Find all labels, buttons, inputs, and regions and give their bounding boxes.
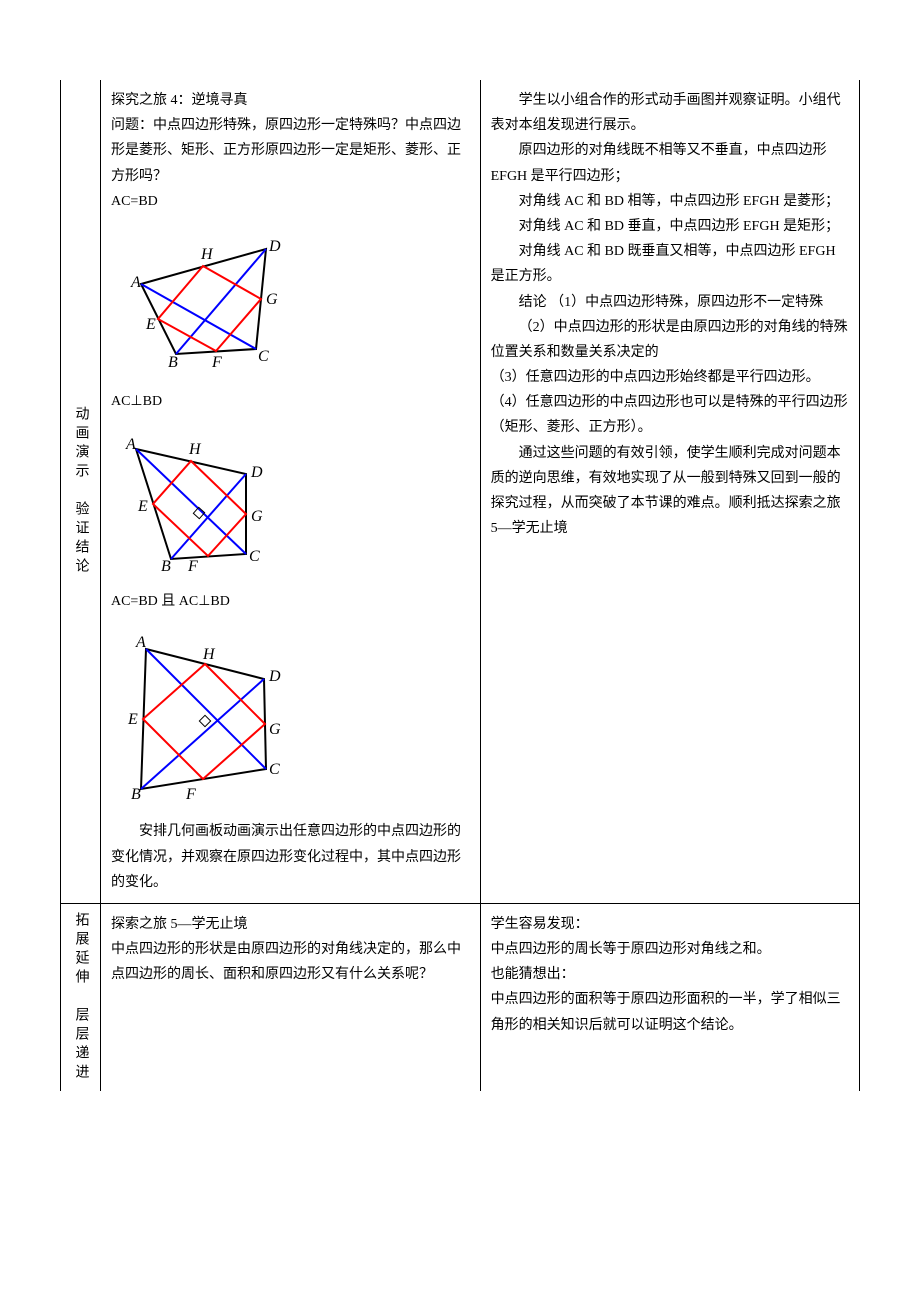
svg-text:E: E xyxy=(137,498,148,515)
svg-text:B: B xyxy=(131,786,141,803)
row1-note-4: 对角线 AC 和 BD 垂直，中点四边形 EFGH 是矩形； xyxy=(491,214,849,239)
diagram-2: A D C B H G F E xyxy=(111,424,470,579)
svg-text:A: A xyxy=(130,274,141,291)
row2-label-cell: 拓展延伸 层层递进 xyxy=(61,903,101,1091)
condition-1: AC=BD xyxy=(111,189,470,214)
row-extension: 拓展延伸 层层递进 探索之旅 5—学无止境 中点四边形的形状是由原四边形的对角线… xyxy=(61,903,860,1091)
diagram-3: A D C B H G F E xyxy=(111,624,470,809)
row1-label: 动画演示 验证结论 xyxy=(67,88,95,895)
diagram-1: A D C B H G F E xyxy=(111,224,470,379)
row1-note-7: （2）中点四边形的形状是由原四边形的对角线的特殊位置关系和数量关系决定的 xyxy=(491,315,849,365)
condition-3: AC=BD 且 AC⊥BD xyxy=(111,589,470,614)
exploration-4-title: 探究之旅 4：逆境寻真 xyxy=(111,88,470,113)
svg-text:F: F xyxy=(185,786,196,803)
row1-note-6: 结论 （1）中点四边形特殊，原四边形不一定特殊 xyxy=(491,290,849,315)
row1-content-cell: 探究之旅 4：逆境寻真 问题：中点四边形特殊，原四边形一定特殊吗？中点四边形是菱… xyxy=(100,80,480,903)
row1-note-2: 原四边形的对角线既不相等又不垂直，中点四边形 EFGH 是平行四边形； xyxy=(491,138,849,188)
row1-notes-cell: 学生以小组合作的形式动手画图并观察证明。小组代表对本组发现进行展示。 原四边形的… xyxy=(480,80,859,903)
row1-note-3: 对角线 AC 和 BD 相等，中点四边形 EFGH 是菱形； xyxy=(491,189,849,214)
row2-note-1: 学生容易发现： xyxy=(491,912,849,937)
row2-note-2: 中点四边形的周长等于原四边形对角线之和。 xyxy=(491,937,849,962)
svg-text:G: G xyxy=(266,291,278,308)
svg-text:E: E xyxy=(145,316,156,333)
svg-text:E: E xyxy=(127,711,138,728)
exploration-5-body: 中点四边形的形状是由原四边形的对角线决定的，那么中点四边形的周长、面积和原四边形… xyxy=(111,937,470,987)
row2-content-cell: 探索之旅 5—学无止境 中点四边形的形状是由原四边形的对角线决定的，那么中点四边… xyxy=(100,903,480,1091)
row2-notes-cell: 学生容易发现： 中点四边形的周长等于原四边形对角线之和。 也能猜想出： 中点四边… xyxy=(480,903,859,1091)
condition-2: AC⊥BD xyxy=(111,389,470,414)
svg-text:A: A xyxy=(125,436,136,453)
row2-label: 拓展延伸 层层递进 xyxy=(67,912,95,1083)
svg-text:F: F xyxy=(187,558,198,574)
row1-note-8: （3）任意四边形的中点四边形始终都是平行四边形。 xyxy=(491,365,849,390)
row1-note-9: （4）任意四边形的中点四边形也可以是特殊的平行四边形（矩形、菱形、正方形）。 xyxy=(491,390,849,440)
row2-note-4: 中点四边形的面积等于原四边形面积的一半，学了相似三角形的相关知识后就可以证明这个… xyxy=(491,987,849,1037)
svg-text:H: H xyxy=(200,246,214,263)
svg-text:B: B xyxy=(161,558,171,574)
svg-text:D: D xyxy=(268,238,281,255)
svg-text:G: G xyxy=(269,721,281,738)
row1-label-cell: 动画演示 验证结论 xyxy=(61,80,101,903)
row1-note-1: 学生以小组合作的形式动手画图并观察证明。小组代表对本组发现进行展示。 xyxy=(491,88,849,138)
row1-note-10: 通过这些问题的有效引领，使学生顺利完成对问题本质的逆向思维，有效地实现了从一般到… xyxy=(491,441,849,542)
svg-text:A: A xyxy=(135,634,146,651)
svg-text:C: C xyxy=(269,761,280,778)
row1-note-5: 对角线 AC 和 BD 既垂直又相等，中点四边形 EFGH 是正方形。 xyxy=(491,239,849,289)
exploration-5-title: 探索之旅 5—学无止境 xyxy=(111,912,470,937)
row-animation-verify: 动画演示 验证结论 探究之旅 4：逆境寻真 问题：中点四边形特殊，原四边形一定特… xyxy=(61,80,860,903)
svg-text:D: D xyxy=(250,464,263,481)
svg-text:H: H xyxy=(188,441,202,458)
row1-footer: 安排几何画板动画演示出任意四边形的中点四边形的变化情况，并观察在原四边形变化过程… xyxy=(111,819,470,895)
exploration-4-question: 问题：中点四边形特殊，原四边形一定特殊吗？中点四边形是菱形、矩形、正方形原四边形… xyxy=(111,113,470,189)
svg-text:C: C xyxy=(249,548,260,565)
svg-text:G: G xyxy=(251,508,263,525)
svg-text:F: F xyxy=(211,354,222,371)
row2-note-3: 也能猜想出： xyxy=(491,962,849,987)
svg-text:H: H xyxy=(202,646,216,663)
svg-text:D: D xyxy=(268,668,281,685)
svg-text:C: C xyxy=(258,348,269,365)
document-table: 动画演示 验证结论 探究之旅 4：逆境寻真 问题：中点四边形特殊，原四边形一定特… xyxy=(60,80,860,1091)
svg-text:B: B xyxy=(168,354,178,371)
